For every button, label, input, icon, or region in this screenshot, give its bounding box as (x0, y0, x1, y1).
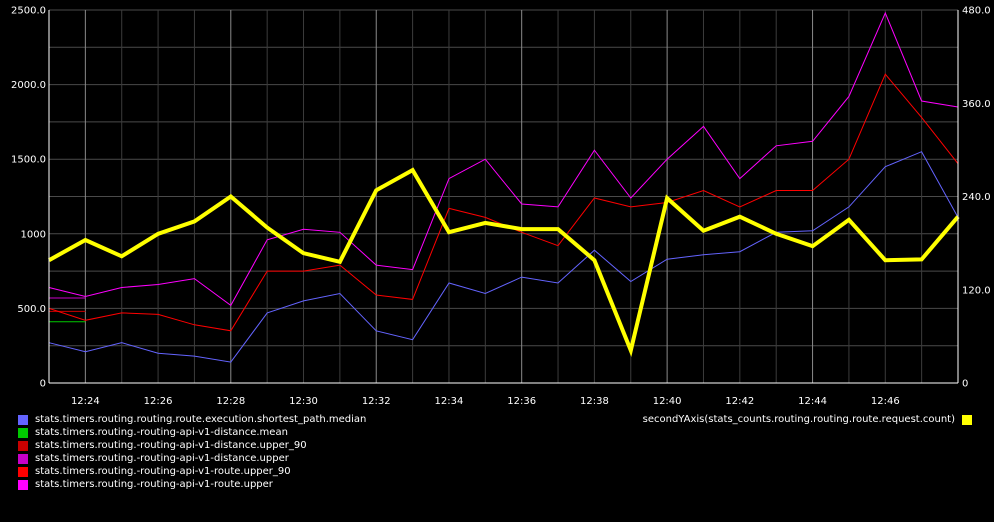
x-tick-label: 12:42 (725, 396, 754, 407)
legend-swatch (18, 440, 28, 451)
x-tick-label: 12:38 (580, 396, 609, 407)
legend-label: stats.timers.routing.-routing-api-v1-rou… (35, 466, 291, 477)
y-left-tick-label: 0 (40, 379, 46, 390)
grid (48, 9, 959, 384)
x-tick-label: 12:44 (798, 396, 827, 407)
y-right-tick-label: 120.0 (962, 285, 991, 296)
plot-lines (48, 11, 960, 363)
legend-right: secondYAxis(stats_counts.routing.routing… (643, 413, 972, 426)
legend-label: secondYAxis(stats_counts.routing.routing… (642, 414, 955, 425)
legend-swatch (962, 414, 972, 425)
legend-item: stats.timers.routing.-routing-api-v1-dis… (18, 439, 366, 452)
y-left-tick-label: 1000 (21, 229, 46, 240)
series-line (48, 73, 959, 332)
x-tick-label: 12:34 (435, 396, 464, 407)
x-tick-label: 12:36 (507, 396, 536, 407)
y-left-ticks: 0 500.0 1000 1500.0 2000.0 2500.0 (11, 6, 46, 390)
legend-item: stats.timers.routing.-routing-api-v1-rou… (18, 478, 366, 491)
legend-label: stats.timers.routing.-routing-api-v1-dis… (35, 440, 307, 451)
y-right-tick-label: 480.0 (962, 6, 991, 17)
legend-label: stats.timers.routing.-routing-api-v1-rou… (35, 479, 273, 490)
x-tick-label: 12:30 (289, 396, 318, 407)
legend-label: stats.timers.routing.-routing-api-v1-dis… (35, 453, 289, 464)
y-left-tick-label: 2500.0 (11, 6, 46, 17)
axes-frame (48, 10, 959, 384)
legend-item: stats.timers.routing.-routing-api-v1-rou… (18, 465, 366, 478)
legend-swatch (18, 453, 28, 464)
x-tick-label: 12:32 (362, 396, 391, 407)
legend-label: stats.timers.routing.routing.route.execu… (35, 414, 367, 425)
legend-item: stats.timers.routing.-routing-api-v1-dis… (18, 452, 366, 465)
series-line (48, 151, 959, 363)
y-right-tick-label: 240.0 (962, 192, 991, 203)
legend-swatch (18, 466, 28, 477)
legend-item: stats.timers.routing.-routing-api-v1-dis… (18, 426, 366, 439)
legend-swatch (18, 414, 28, 425)
x-ticks: 12:24 12:26 12:28 12:30 12:32 12:34 12:36 12:38… (71, 396, 900, 407)
y-left-tick-label: 1500.0 (11, 155, 46, 166)
x-tick-label: 12:28 (216, 396, 245, 407)
y-left-tick-label: 2000.0 (11, 80, 46, 91)
legend-swatch (18, 427, 28, 438)
y-right-tick-label: 360.0 (962, 99, 991, 110)
series-line (48, 167, 960, 357)
y-left-tick-label: 500.0 (17, 304, 46, 315)
y-right-tick-label: 0 (962, 379, 968, 390)
x-tick-label: 12:40 (653, 396, 682, 407)
series-line (48, 11, 959, 307)
x-tick-label: 12:24 (71, 396, 100, 407)
legend-swatch (18, 479, 28, 490)
y-right-ticks: 0 120.0 240.0 360.0 480.0 (962, 6, 991, 390)
legend-left: stats.timers.routing.routing.route.execu… (18, 413, 366, 491)
x-tick-label: 12:46 (871, 396, 900, 407)
legend-label: stats.timers.routing.-routing-api-v1-dis… (35, 427, 288, 438)
x-tick-label: 12:26 (144, 396, 173, 407)
legend-item: stats.timers.routing.routing.route.execu… (18, 413, 366, 426)
